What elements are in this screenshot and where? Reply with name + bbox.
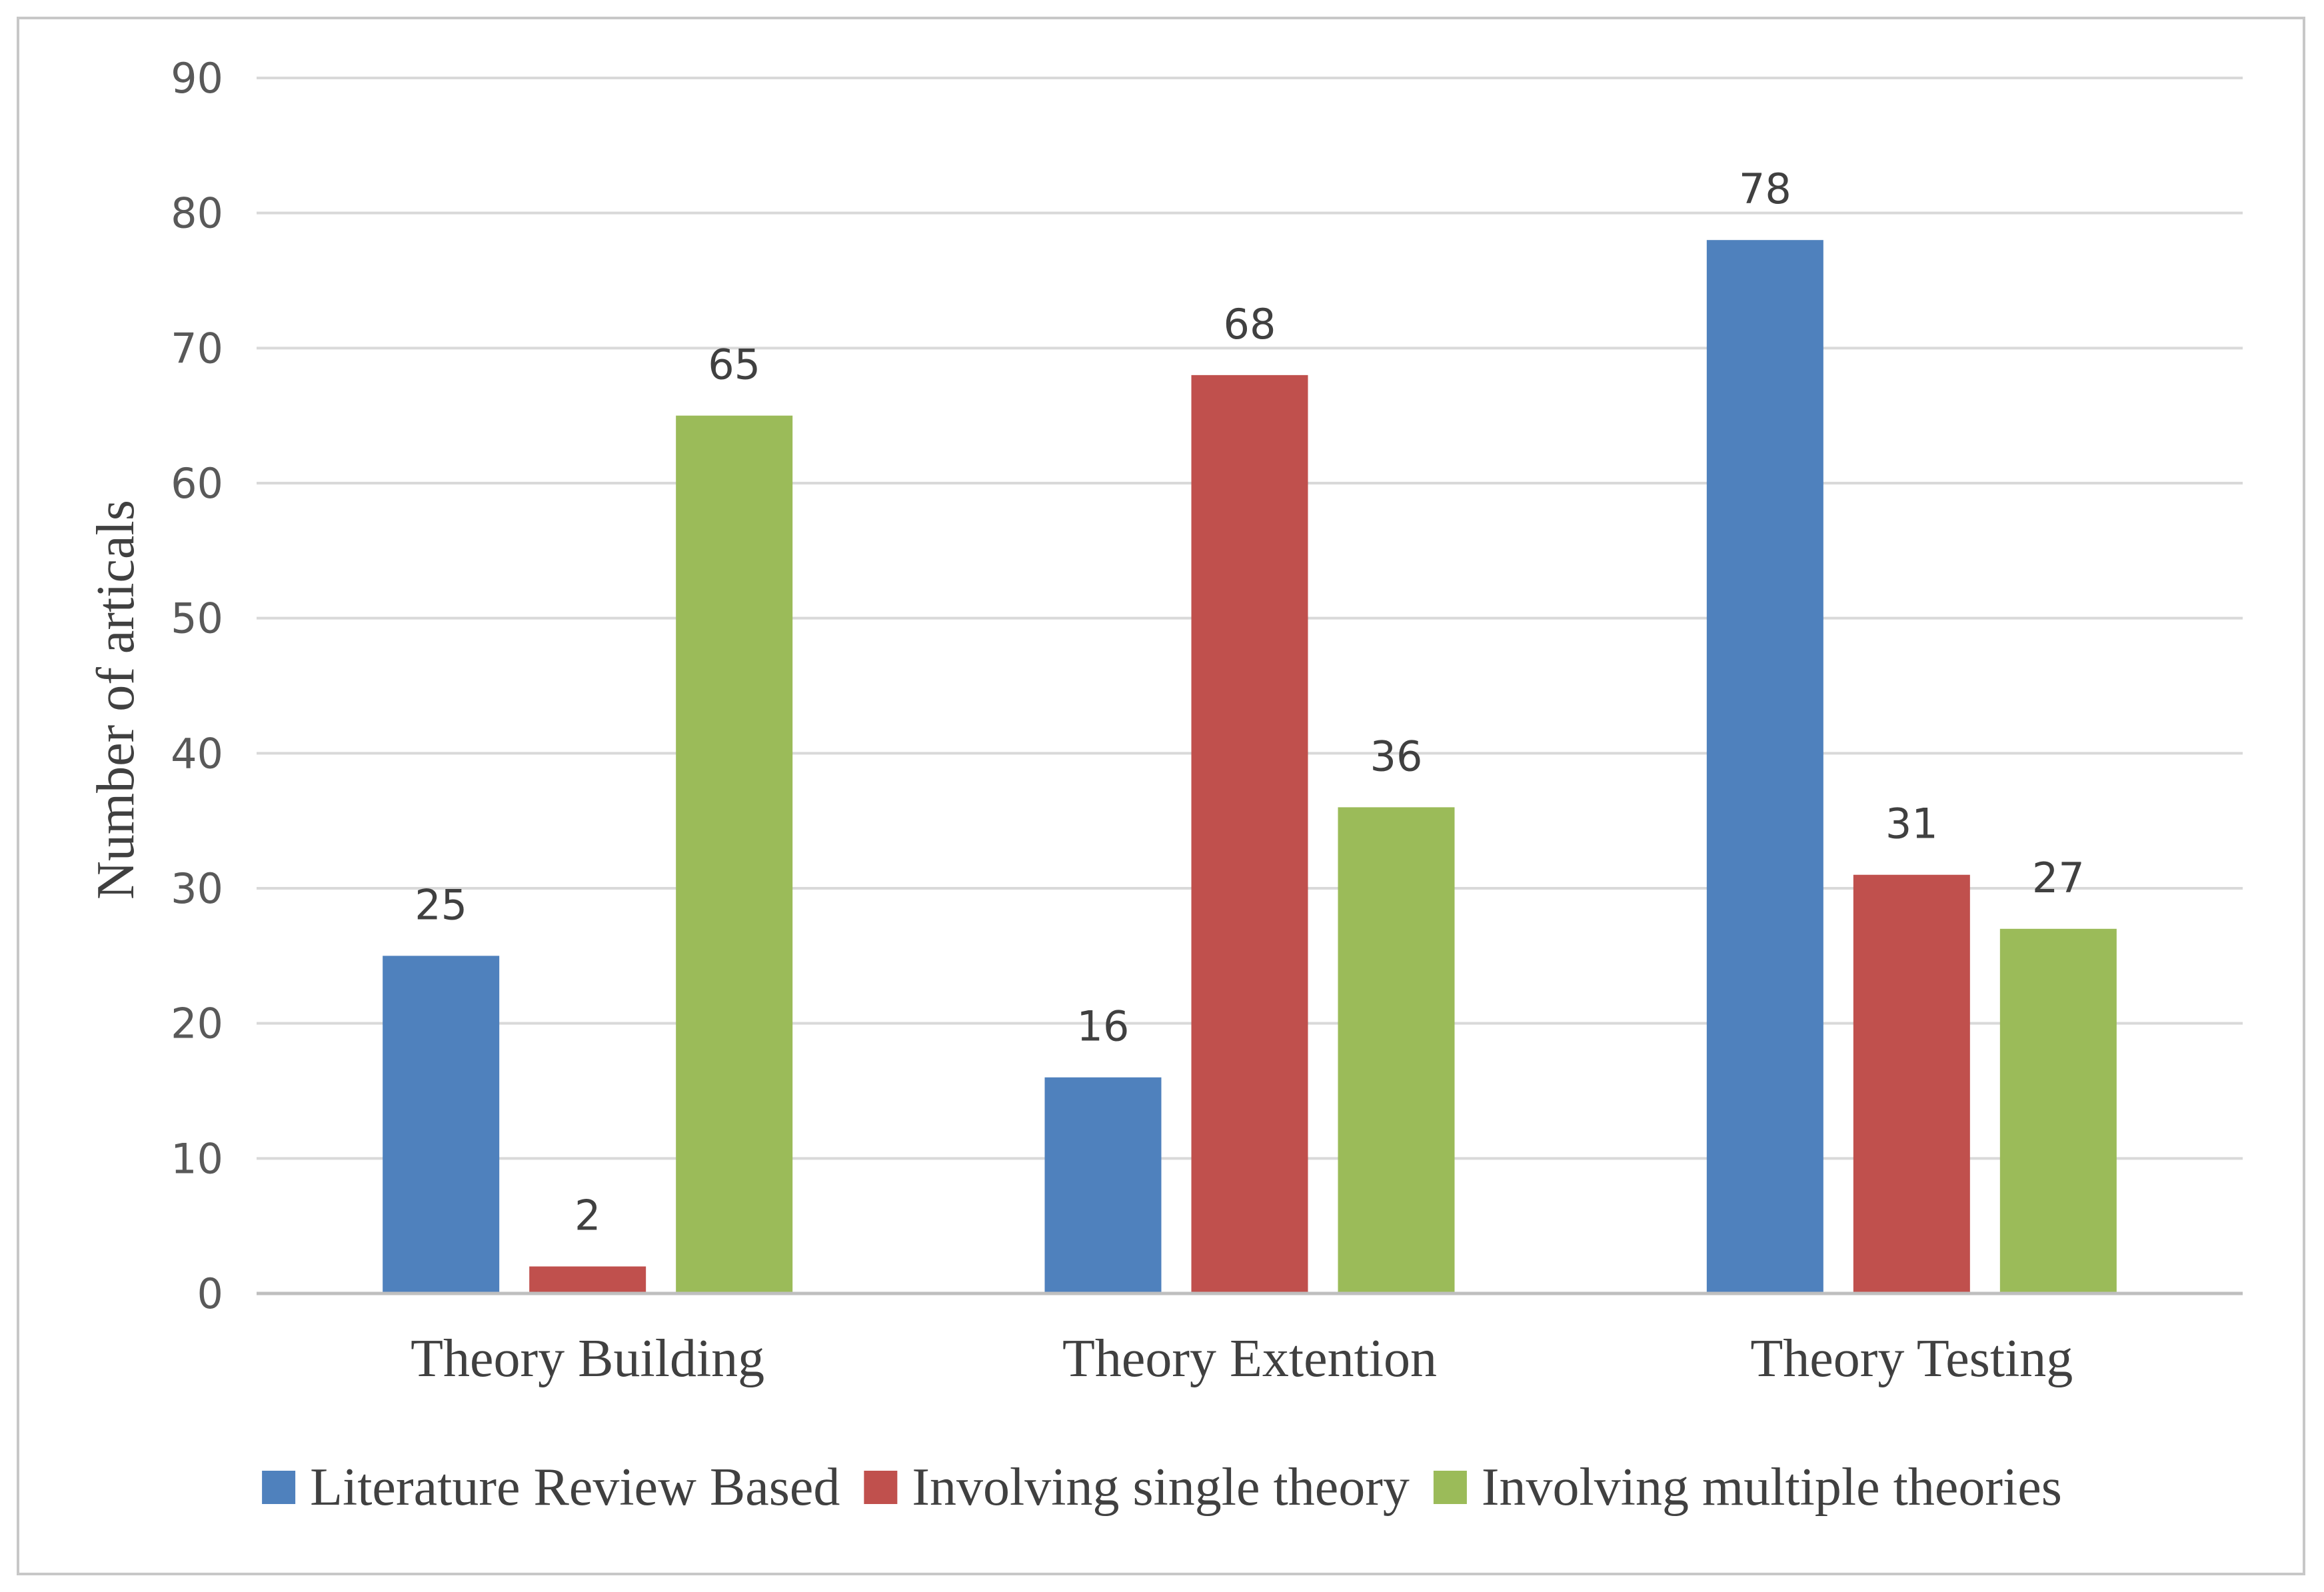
bar: [529, 1266, 646, 1293]
x-tick-label: Theory Testing: [1750, 1329, 2073, 1388]
bar: [1338, 807, 1455, 1293]
y-tick-label: 40: [171, 729, 223, 778]
bar: [1999, 928, 2117, 1293]
legend-swatch: [262, 1471, 296, 1504]
y-tick-label: 20: [171, 1000, 223, 1048]
y-tick-label: 0: [197, 1269, 223, 1318]
data-label: 65: [708, 341, 760, 389]
bar: [1044, 1077, 1162, 1293]
legend-swatch: [1433, 1471, 1467, 1504]
y-tick-label: 70: [171, 324, 223, 373]
data-label: 16: [1077, 1002, 1130, 1051]
y-axis-ticks: 0 10 20 30 40 50 60 70 80 90: [171, 54, 223, 1318]
data-label: 25: [415, 880, 467, 929]
x-tick-label: Theory Building: [411, 1329, 764, 1388]
data-labels: 25 2 65 16 68 36 78 31 27: [415, 165, 2085, 1239]
data-label: 78: [1739, 165, 1791, 213]
bar: [1191, 375, 1308, 1293]
bar: [383, 956, 500, 1293]
data-label: 68: [1224, 300, 1276, 349]
legend-label: Literature Review Based: [310, 1458, 840, 1517]
data-label: 2: [575, 1191, 600, 1239]
y-tick-label: 80: [171, 189, 223, 238]
y-axis-label: Number of articals: [87, 500, 145, 900]
legend-label: Involving multiple theories: [1482, 1458, 2062, 1517]
data-label: 36: [1370, 732, 1423, 780]
bar: [676, 415, 793, 1293]
x-tick-label: Theory Extention: [1062, 1329, 1437, 1388]
y-tick-label: 30: [171, 864, 223, 913]
y-tick-label: 50: [171, 594, 223, 643]
legend-label: Involving single theory: [912, 1458, 1410, 1517]
legend-swatch: [864, 1471, 898, 1504]
y-tick-label: 60: [171, 459, 223, 508]
bars: [383, 240, 2117, 1294]
chart-frame: [17, 17, 2305, 1575]
y-tick-label: 10: [171, 1134, 223, 1183]
data-label: 27: [2032, 854, 2085, 902]
y-tick-label: 90: [171, 54, 223, 103]
bar: [1706, 240, 1823, 1294]
bar: [1853, 874, 1970, 1293]
legend: Literature Review Based Involving single …: [262, 1458, 2062, 1517]
data-label: 31: [1885, 800, 1938, 848]
x-axis-ticks: Theory Building Theory Extention Theory Te…: [411, 1329, 2073, 1388]
